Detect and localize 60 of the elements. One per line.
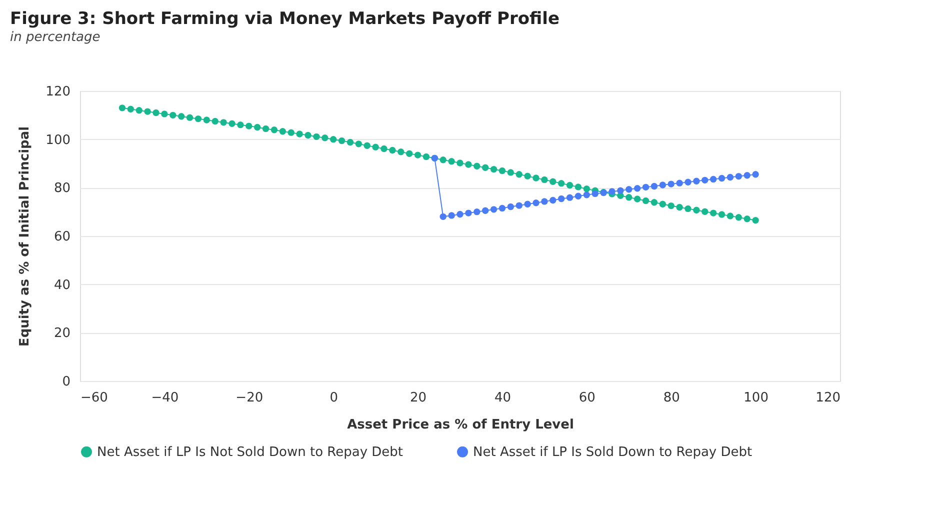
x-tick-label: 60 (578, 390, 596, 406)
chart-title: Figure 3: Short Farming via Money Markets Payoff Profile (10, 9, 560, 29)
x-tick-label: 100 (744, 390, 768, 406)
point (659, 182, 666, 188)
point (676, 180, 683, 186)
point (574, 192, 582, 200)
point (524, 200, 531, 208)
y-tick-label: 20 (54, 326, 70, 342)
legend-label: Net Asset if LP Is Not Sold Down to Repay Debt (97, 444, 404, 460)
point (448, 212, 455, 219)
point (668, 180, 674, 188)
y-tick-label: 0 (62, 374, 70, 390)
point (566, 194, 574, 201)
point (626, 186, 632, 193)
point (634, 185, 641, 192)
point (474, 208, 480, 216)
point (718, 174, 726, 182)
point (490, 206, 498, 213)
point (592, 190, 598, 198)
x-tick-label: −60 (80, 390, 108, 406)
x-tick-label: −40 (151, 390, 179, 406)
chart-subtitle: in percentage (10, 30, 100, 45)
point (541, 198, 548, 205)
point (608, 188, 616, 195)
point (642, 184, 650, 191)
point (507, 203, 514, 210)
x-tick-label: 120 (816, 390, 840, 406)
y-tick-label: 100 (46, 132, 70, 148)
point (617, 187, 624, 194)
y-axis-title: Equity as % of Initial Principal (18, 126, 33, 347)
point (465, 210, 472, 216)
point (710, 176, 717, 183)
point (550, 196, 556, 204)
point (702, 176, 708, 184)
y-tick-label: 40 (54, 278, 70, 293)
legend-label: Net Asset if LP Is Sold Down to Repay Debt (473, 444, 752, 460)
x-tick-label: −20 (236, 390, 264, 406)
point (583, 192, 590, 198)
point (726, 174, 734, 181)
y-tick-label: 60 (54, 230, 70, 244)
x-tick-label: 0 (330, 390, 338, 406)
point (516, 202, 522, 209)
y-tick-label: 80 (54, 181, 70, 196)
point (498, 204, 506, 212)
point (744, 172, 750, 179)
point (440, 213, 446, 220)
x-tick-label: 80 (663, 390, 680, 406)
point (532, 200, 540, 206)
point (693, 178, 700, 184)
x-tick-label: 40 (494, 390, 511, 406)
x-axis-title: Asset Price as % of Entry Level (347, 418, 574, 432)
point (684, 178, 692, 186)
x-tick-label: 20 (410, 390, 427, 406)
point (735, 172, 742, 180)
point (482, 207, 489, 214)
point (752, 171, 759, 178)
point (558, 195, 565, 202)
point (456, 210, 464, 218)
point (650, 182, 658, 190)
y-tick-label: 120 (46, 84, 70, 100)
